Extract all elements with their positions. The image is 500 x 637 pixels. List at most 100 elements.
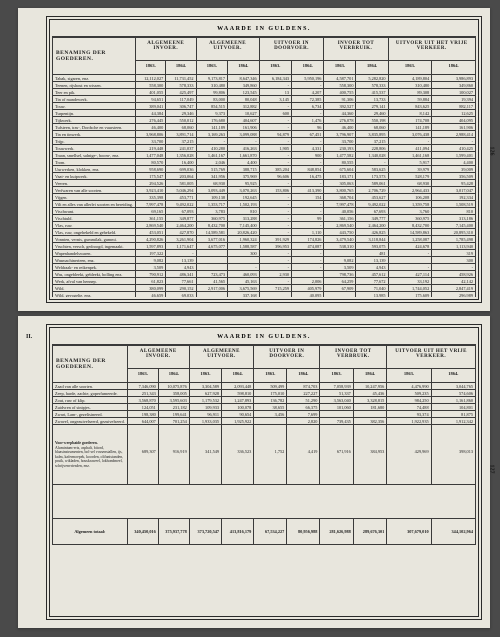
value-cell: 312,882 [228, 103, 260, 110]
value-cell: - [259, 201, 291, 208]
value-cell: 415,537 [356, 89, 388, 96]
value-cell: 427,870 [166, 229, 196, 236]
col-group-2: UITVOER IN DOORVOER. [259, 38, 324, 61]
year-header-4: 1863. [259, 61, 291, 75]
value-cell: 515,769 [196, 166, 228, 173]
value-cell: - [228, 138, 260, 145]
value-cell: 300 [228, 250, 260, 257]
value-cell: 44,384 [136, 110, 166, 117]
table-row: Tin of mandewerk.94,651117,04983,00080,0… [53, 96, 476, 103]
value-cell: 2,869,540 [136, 222, 166, 229]
value-cell: 3,509 [136, 264, 166, 271]
value-cell: 2,917,006 [196, 285, 228, 292]
value-cell: 361,156 [324, 215, 356, 222]
value-cell: 192,334 [432, 194, 476, 201]
value-cell: 175,547 [136, 173, 166, 180]
inner-rule: WAARDE IN GULDENS. BENAMING DER GOEDEREN… [49, 19, 479, 300]
value-cell: 8,432,700 [388, 222, 432, 229]
value-cell: 8,647,346 [228, 75, 260, 82]
table-row: Teenen, rijshout en wissen.558,300578,33… [53, 82, 476, 89]
value-cell: 153,806 [259, 187, 291, 194]
value-cell: 227,227 [287, 390, 320, 397]
table-container-bottom: WAARDE IN GULDENS. BENAMING DER GOEDEREN… [52, 330, 476, 614]
value-cell: 37,215 [356, 138, 388, 145]
value-cell: 349,877 [166, 215, 196, 222]
value-cell: - [259, 117, 291, 124]
value-cell: 1,502,193 [228, 201, 260, 208]
year-header-4: 1863. [254, 369, 287, 383]
value-cell: 1,785,498 [432, 236, 476, 243]
value-cell: 68,930 [196, 180, 228, 187]
value-cell: 290,152 [166, 285, 196, 292]
table-row: Tabak, sigaren, enz.12,112,02711,731,452… [53, 75, 476, 82]
value-cell: 106,208 [388, 194, 432, 201]
value-cell: 1,477,582 [324, 152, 356, 159]
value-cell: 404,095 [432, 117, 476, 124]
table-row: Zeep, harde, zachte, goperfumeerde.251,3… [53, 390, 476, 397]
value-cell: - [259, 222, 291, 229]
value-cell: 3,093,449 [196, 187, 228, 194]
value-cell: 69,165 [136, 208, 166, 215]
value-cell: 96,606 [259, 173, 291, 180]
value-cell: 80,555 [324, 159, 356, 166]
value-cell: 306,747 [166, 103, 196, 110]
value-cell: 313,186 [432, 215, 476, 222]
value-cell: 509,499 [254, 383, 287, 390]
table-row: Werk, afval van hennep.61,82377,66141,56… [53, 278, 476, 285]
value-cell: 2,988,414 [432, 131, 476, 138]
value-cell: 9,492,022 [356, 201, 388, 208]
value-cell: 341,956 [196, 173, 228, 180]
value-cell: 90,654 [222, 411, 254, 418]
row-label: Vlas, ruw, ongehekeld en gehekeld. [53, 229, 136, 236]
year-header-7: 1864. [353, 369, 386, 383]
value-cell: 101,060 [320, 404, 353, 411]
value-cell: 474,087 [292, 243, 324, 250]
table-row: Traan, smellsel, salnige-, boom-, enz.1,… [53, 152, 476, 159]
value-cell: 294,526 [136, 180, 166, 187]
value-cell: 3,099,088 [228, 131, 260, 138]
table-row: Wild, gevogelte, enz.46,65969,033337,168… [53, 292, 476, 298]
value-cell: 916,919 [158, 425, 189, 485]
value-cell: 854,515 [196, 103, 228, 110]
table-container-top: WAARDE IN GULDENS. BENAMING DER GOEDEREN… [52, 22, 476, 297]
year-header-6: 1863. [324, 61, 356, 75]
value-cell: 3,118,844 [356, 236, 388, 243]
value-cell: 411,094 [388, 145, 432, 152]
value-cell: 1,171,647 [166, 243, 196, 250]
value-cell: 349,777 [356, 215, 388, 222]
row-header: BENAMING DER GOEDEREN. [53, 346, 128, 383]
row-label: Trijp. [53, 138, 136, 145]
value-cell: 699,036 [166, 166, 196, 173]
year-header-0: 1863. [136, 61, 166, 75]
value-cell: 74,488 [387, 404, 431, 411]
value-cell: 380,099 [136, 285, 166, 292]
value-cell: 94,651 [136, 96, 166, 103]
value-cell: 2,093,448 [222, 383, 254, 390]
grand-value: 375,937,778 [158, 519, 189, 545]
value-cell: 349,860 [432, 82, 476, 89]
value-cell: 385,204 [259, 166, 291, 173]
scanned-page-bottom: II. 127 WAARDE IN GULDENS. BENAMING DER … [18, 316, 490, 628]
value-cell: 848,854 [292, 166, 324, 173]
value-cell: 68,060 [356, 124, 388, 131]
value-cell: - [259, 180, 291, 187]
value-cell: 1,912,342 [431, 418, 475, 425]
value-cell: 10,075,876 [158, 383, 189, 390]
table-row: Wasmachinerieen, enz.9,08213,139--9,0821… [53, 257, 476, 264]
value-cell: 1,353,717 [196, 201, 228, 208]
value-cell: 83,000 [196, 96, 228, 103]
value-cell: 51,290 [287, 397, 320, 404]
value-cell: 94,879 [259, 131, 291, 138]
table-row: Uurwerken, klokken, enz.958,690699,03651… [53, 166, 476, 173]
value-cell: 790,912 [136, 271, 166, 278]
value-cell: 61,823 [136, 278, 166, 285]
value-cell: 1,925,922 [222, 418, 254, 425]
table-row: Vischtuld.361,155349,877360,975313,288-9… [53, 215, 476, 222]
value-cell: 1,161,860 [431, 397, 475, 404]
row-label: Zuidvren of sinipjes. [53, 404, 128, 411]
value-cell: 460,093 [228, 271, 260, 278]
value-cell: 9,492,022 [166, 201, 196, 208]
value-cell: 341,549 [189, 425, 221, 485]
value-cell: - [259, 159, 291, 166]
value-cell: 9,373 [196, 110, 228, 117]
